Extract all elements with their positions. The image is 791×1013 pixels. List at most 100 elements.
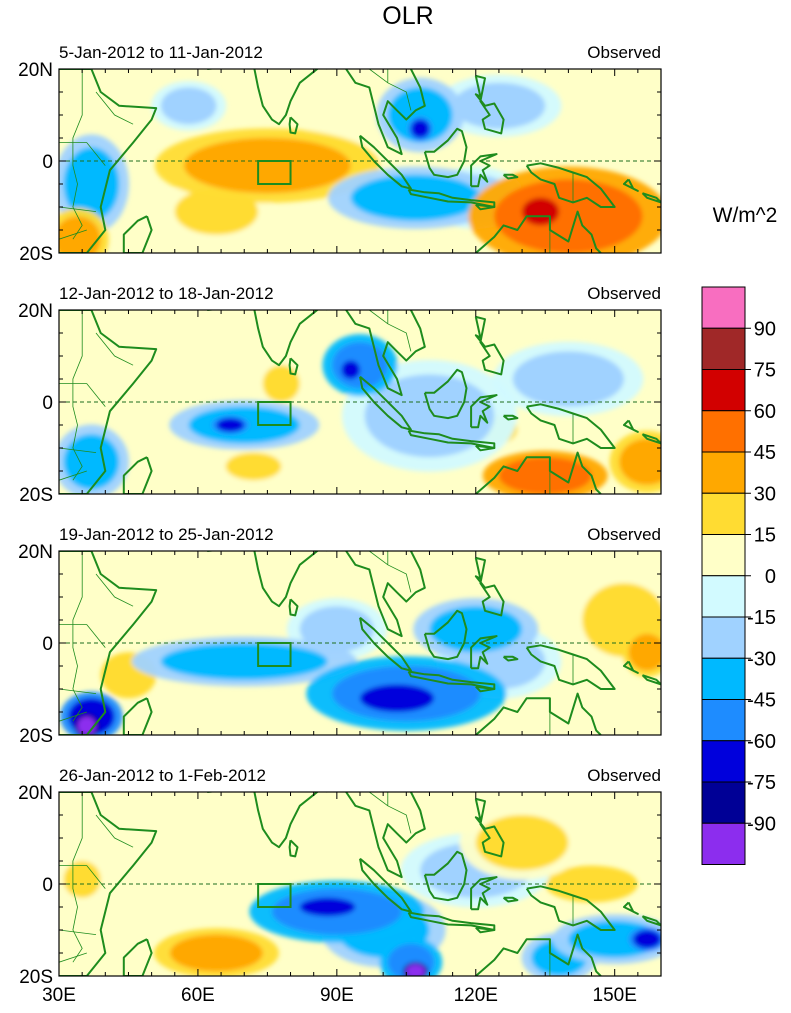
coastline (623, 901, 639, 915)
coastline (470, 876, 498, 911)
coastline (359, 375, 412, 431)
coastline (470, 394, 498, 429)
coastline (475, 926, 496, 934)
colorbar-label: 60 (754, 401, 776, 423)
colorbar-label: -45 (747, 690, 776, 712)
anomaly-region (410, 119, 430, 138)
country-border (59, 711, 87, 722)
colorbar-label: 30 (754, 483, 776, 505)
coastline (423, 609, 468, 661)
colorbar-units: W/m^2 (713, 204, 778, 227)
coastline (345, 69, 426, 156)
coastline (359, 616, 412, 672)
colorbar-swatch (701, 740, 746, 783)
coastline (207, 551, 328, 608)
coastline (525, 644, 616, 690)
coastline (641, 674, 661, 686)
colorbar-swatch (701, 534, 746, 577)
country-border (59, 952, 87, 963)
country-border (72, 792, 83, 963)
index-box (257, 401, 292, 426)
y-tick-label: 20N (18, 783, 53, 804)
panel-2: 20N 0 20S 12-Jan-2012 to 18-Jan-2012 Observe… (18, 284, 662, 506)
anomaly-region (63, 434, 120, 490)
coastline (474, 556, 505, 617)
y-tick-label: 20N (18, 60, 53, 81)
olr-field (59, 310, 661, 494)
anomaly-region (299, 606, 374, 653)
panel-1: 20N 0 20S 5-Jan-2012 to 11-Jan-2012 Observed (18, 43, 662, 265)
country-border (369, 551, 412, 593)
coastlines (59, 551, 661, 735)
coastline (423, 850, 468, 902)
olr-field (59, 551, 661, 735)
panel-date-range: 19-Jan-2012 to 25-Jan-2012 (59, 525, 274, 544)
anomaly-region (628, 633, 661, 671)
panel-observed-label: Observed (587, 525, 661, 544)
coastline (474, 797, 505, 858)
coastlines (59, 310, 661, 494)
anomaly-region (63, 147, 120, 221)
anomaly-region (216, 418, 245, 432)
coastline (641, 192, 661, 204)
colorbar-label: -30 (747, 648, 776, 670)
country-border (95, 332, 134, 366)
anomaly-region (522, 197, 560, 226)
panel-observed-label: Observed (587, 284, 661, 303)
coastline (359, 134, 412, 190)
colorbar-swatch (701, 286, 746, 329)
coastline (122, 215, 153, 253)
country-border (95, 573, 134, 607)
y-tick-label: 20S (19, 726, 53, 747)
country-border (327, 792, 329, 793)
country-border (59, 865, 106, 889)
coastline (641, 915, 661, 927)
coastline (122, 938, 153, 976)
coastline (475, 685, 496, 693)
coastline (623, 178, 639, 192)
panel-4: 20N 0 20S 26-Jan-2012 to 1-Feb-2012 Observed… (18, 766, 662, 1006)
country-border (369, 792, 412, 834)
coastline (345, 310, 426, 397)
colorbar-swatch (701, 822, 746, 865)
panel-date-range: 12-Jan-2012 to 18-Jan-2012 (59, 284, 274, 303)
anomaly-region (350, 174, 481, 221)
panel-date-range: 26-Jan-2012 to 1-Feb-2012 (59, 766, 266, 785)
colorbar-label: -60 (747, 731, 776, 753)
country-border (59, 206, 97, 212)
colorbar-swatch (701, 410, 746, 453)
anomaly-region (341, 360, 360, 379)
y-tick-label: 0 (42, 875, 53, 896)
country-border (327, 551, 329, 552)
index-box (257, 642, 292, 667)
coastline (59, 792, 158, 976)
y-tick-label: 0 (42, 393, 53, 414)
y-tick-label: 0 (42, 152, 53, 173)
colorbar-swatch (701, 327, 746, 370)
coastlines (59, 792, 661, 976)
country-border (95, 91, 134, 125)
anomaly-region (498, 457, 592, 494)
y-tick-label: 20S (19, 485, 53, 506)
anomaly-region (475, 815, 569, 871)
coastline (475, 203, 496, 211)
anomaly-region (299, 897, 356, 917)
anomaly-region (512, 351, 624, 407)
anomaly-region (452, 82, 546, 129)
anomaly-region (429, 606, 523, 653)
colorbar-swatch (701, 781, 746, 824)
coastline (407, 670, 496, 690)
coastline (623, 419, 639, 433)
coastline (345, 551, 426, 638)
y-tick-label: 20N (18, 301, 53, 322)
panel-date-range: 5-Jan-2012 to 11-Jan-2012 (59, 43, 263, 62)
coastline (641, 433, 661, 445)
anomaly-region (160, 87, 217, 125)
country-border (72, 551, 83, 722)
country-border (59, 383, 106, 407)
colorbar-label: -90 (747, 813, 776, 835)
panel-observed-label: Observed (587, 766, 661, 785)
coastline (474, 74, 505, 135)
anomaly-region (360, 684, 435, 712)
coastline (423, 368, 468, 420)
